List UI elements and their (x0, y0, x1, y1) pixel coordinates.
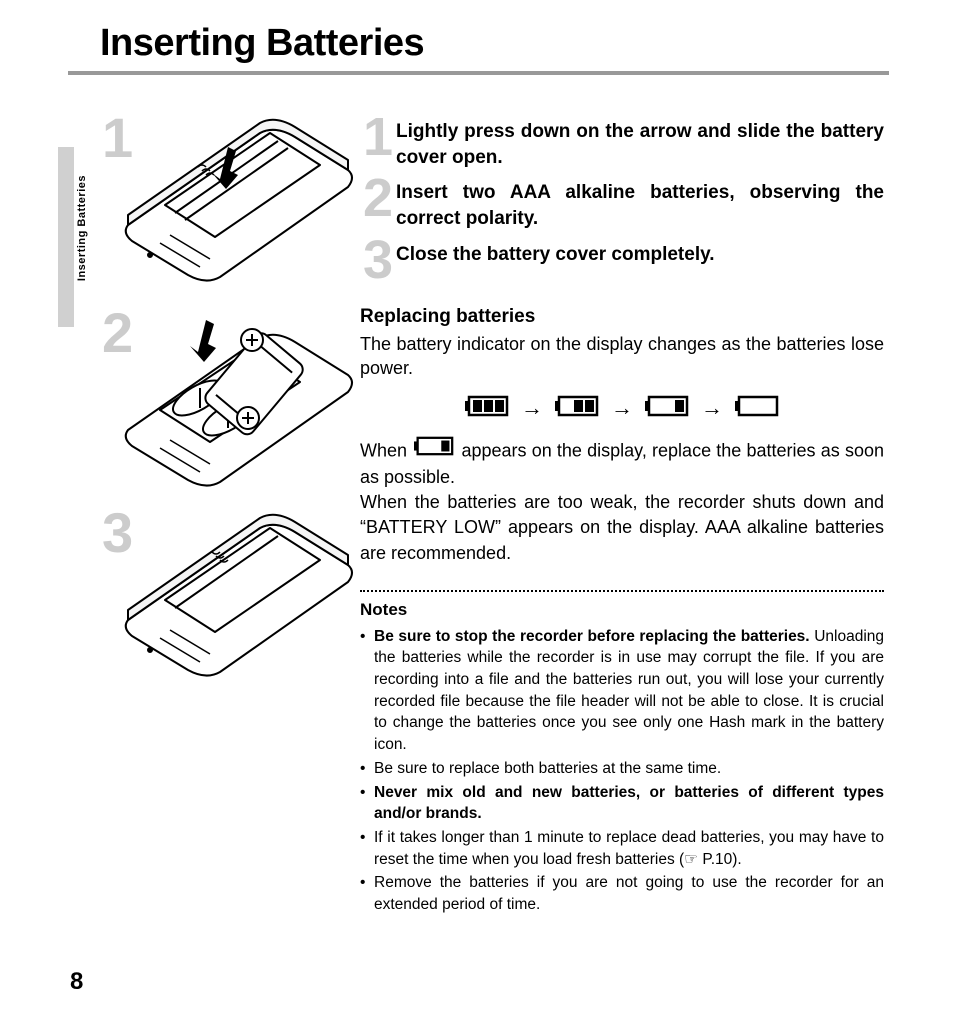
step-2-number: 2 (360, 174, 396, 223)
replacing-title: Replacing batteries (360, 306, 884, 328)
content-row: Inserting Batteries 1 (0, 75, 954, 918)
side-label: Inserting Batteries (76, 175, 88, 281)
note-item: Be sure to replace both batteries at the… (360, 758, 884, 780)
figure-2-illustration (120, 310, 360, 490)
step-2-text: Insert two AAA alkaline batteries, obser… (396, 176, 884, 231)
note-bold: Never mix old and new batteries, or batt… (374, 784, 884, 823)
figure-3-illustration (120, 510, 360, 680)
arrow-right-icon: → (611, 395, 633, 421)
left-column: Inserting Batteries 1 (0, 115, 360, 918)
note-rest: Remove the batteries if you are not goin… (374, 874, 884, 913)
battery-empty-icon (735, 395, 779, 422)
battery-low-inline-icon (414, 436, 454, 463)
when-prefix: When (360, 440, 412, 460)
step-2: 2 Insert two AAA alkaline batteries, obs… (360, 176, 884, 231)
step-3-text: Close the battery cover completely. (396, 238, 715, 268)
note-bold: Be sure to stop the recorder before repl… (374, 628, 810, 645)
notes-list: Be sure to stop the recorder before repl… (360, 626, 884, 916)
note-item: Remove the batteries if you are not goin… (360, 872, 884, 915)
note-rest: Be sure to replace both batteries at the… (374, 760, 721, 777)
note-item: Never mix old and new batteries, or batt… (360, 782, 884, 825)
replacing-intro: The battery indicator on the display cha… (360, 332, 884, 381)
notes-title: Notes (360, 600, 884, 620)
note-item: Be sure to stop the recorder before repl… (360, 626, 884, 756)
battery-indicator-row: → → → (360, 395, 884, 422)
arrow-right-icon: → (521, 395, 543, 421)
arrow-down-icon (190, 320, 216, 362)
arrow-right-icon: → (701, 395, 723, 421)
step-3-number: 3 (360, 236, 396, 285)
page-number: 8 (70, 968, 83, 996)
note-item: If it takes longer than 1 minute to repl… (360, 827, 884, 870)
note-rest: If it takes longer than 1 minute to repl… (374, 829, 884, 868)
step-3: 3 Close the battery cover completely. (360, 238, 884, 285)
page-title: Inserting Batteries (0, 0, 954, 71)
replacing-when: When appears on the display, replace the… (360, 438, 884, 490)
replacing-shutdown: When the batteries are too weak, the rec… (360, 490, 884, 566)
note-rest: Unloading the batteries while the record… (374, 628, 884, 753)
step-1-number: 1 (360, 113, 396, 162)
battery-two-thirds-icon (555, 395, 599, 422)
step-1-text: Lightly press down on the arrow and slid… (396, 115, 884, 170)
battery-one-third-icon (645, 395, 689, 422)
battery-full-icon (465, 395, 509, 422)
step-1: 1 Lightly press down on the arrow and sl… (360, 115, 884, 170)
dotted-divider (360, 590, 884, 592)
right-column: 1 Lightly press down on the arrow and sl… (360, 115, 954, 918)
side-tab (58, 147, 74, 327)
figure-1-illustration (120, 115, 360, 285)
